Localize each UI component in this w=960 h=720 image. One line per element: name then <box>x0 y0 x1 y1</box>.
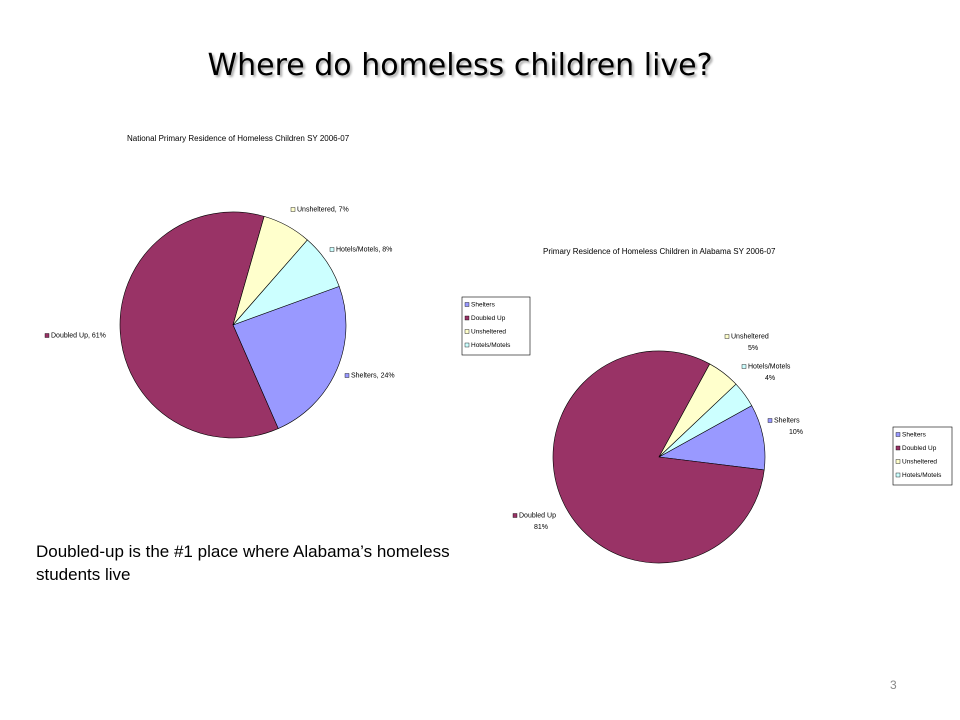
label-key <box>724 334 730 339</box>
legend-key <box>895 432 901 437</box>
legend-key <box>464 302 470 307</box>
legend-box <box>892 426 953 486</box>
pie-slice <box>232 239 340 326</box>
legend-label: Hotels/Motels <box>902 472 942 479</box>
slide-title: Where do homeless children live? <box>207 48 713 83</box>
data-label-name: Doubled Up <box>519 513 556 520</box>
data-label-name: Unsheltered <box>731 334 769 341</box>
label-key <box>290 207 296 212</box>
label-key <box>344 373 350 378</box>
label-key <box>329 247 335 252</box>
legend-label: Hotels/Motels <box>471 342 511 349</box>
pie-slice <box>658 383 753 458</box>
label-key <box>44 333 50 338</box>
legend-box <box>461 296 531 356</box>
data-label: Unsheltered, 7% <box>297 207 349 214</box>
data-label: 5% <box>748 345 758 352</box>
legend-label: Shelters <box>902 432 927 439</box>
pie-slice <box>232 285 347 429</box>
legend-key <box>464 329 470 334</box>
caption: Doubled-up is the #1 place where Alabama… <box>36 542 450 584</box>
legend-label: Shelters <box>471 302 496 309</box>
page-number: 3 <box>890 678 897 692</box>
chart-title: Primary Residence of Homeless Children i… <box>543 247 776 256</box>
data-label-name: Hotels/Motels <box>748 364 791 371</box>
label-key <box>767 418 773 423</box>
data-label: 4% <box>765 375 775 382</box>
data-label: Hotels/Motels, 8% <box>336 247 392 254</box>
data-label: Shelters, 24% <box>351 373 395 380</box>
legend-key <box>895 459 901 464</box>
legend-key <box>895 445 901 451</box>
label-key <box>741 364 747 369</box>
pie-slice <box>552 350 765 564</box>
data-label: 81% <box>534 524 548 531</box>
data-label: Doubled Up, 61% <box>51 333 106 340</box>
legend-label: Doubled Up <box>471 315 506 322</box>
label-key <box>512 513 518 518</box>
legend-key <box>464 315 470 321</box>
pie-slice <box>119 211 279 439</box>
data-label: 10% <box>789 429 803 436</box>
chart-title: National Primary Residence of Homeless C… <box>127 134 350 143</box>
legend-label: Doubled Up <box>902 445 937 452</box>
legend-label: Unsheltered <box>902 459 937 466</box>
legend-key <box>895 472 901 478</box>
legend-label: Unsheltered <box>471 329 506 336</box>
data-label-name: Shelters <box>774 418 800 425</box>
legend-key <box>464 342 470 348</box>
